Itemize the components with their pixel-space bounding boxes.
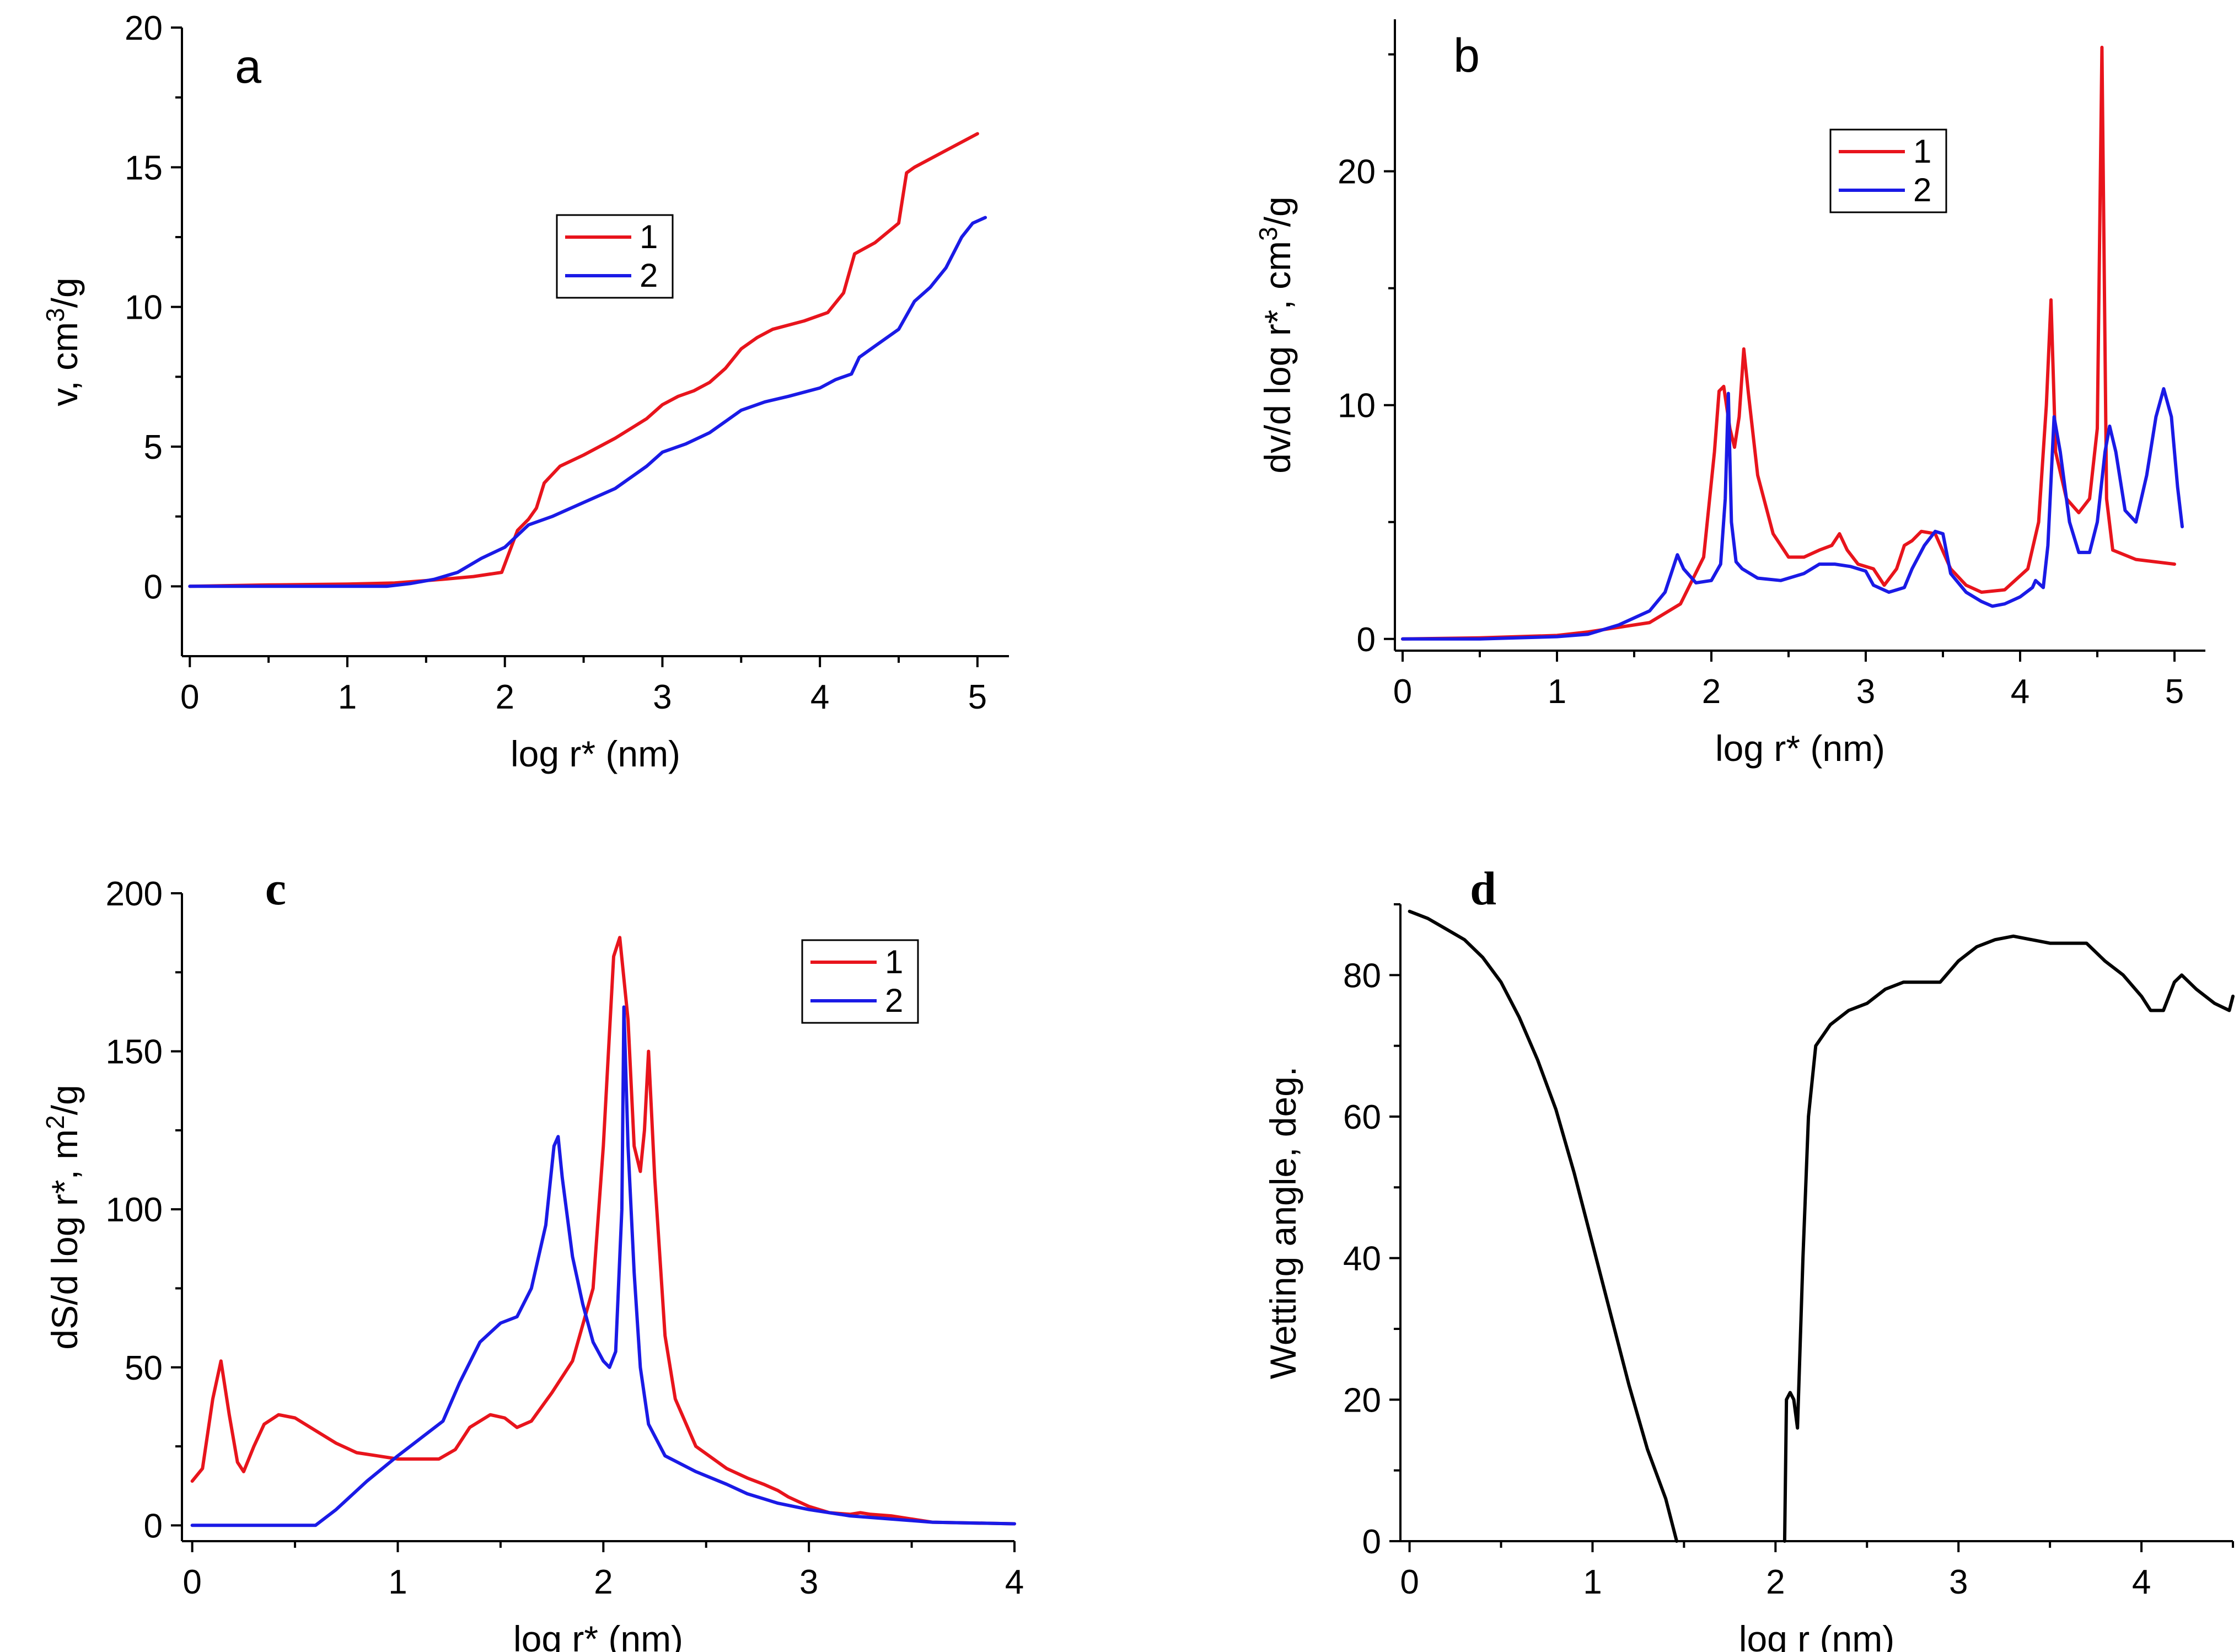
y-axis-title: v, cm3/g	[41, 277, 85, 406]
legend-box	[1829, 128, 1947, 213]
y-tick-label: 150	[106, 1033, 163, 1071]
y-axis-title: dS/d log r*, m2/g	[41, 1085, 85, 1349]
x-tick-label: 0	[182, 1563, 201, 1601]
y-axis-title-superscript: 3	[41, 308, 69, 322]
y-tick-label: 5	[144, 428, 163, 466]
y-tick-label: 200	[106, 875, 163, 913]
y-tick-label: 15	[125, 149, 163, 187]
y-tick-label: 10	[1338, 387, 1376, 425]
legend-label-2: 2	[1913, 171, 1931, 208]
legend-label-2: 2	[640, 257, 658, 294]
y-tick-label: 100	[106, 1191, 163, 1229]
x-tick-label: 4	[810, 678, 829, 716]
x-tick-label: 3	[1949, 1563, 1968, 1601]
y-tick-label: 0	[144, 1507, 163, 1545]
y-axis-title-part: Wetting angle, deg.	[1263, 1066, 1303, 1380]
x-axis-title: log r* (nm)	[1715, 728, 1885, 769]
y-tick-label: 20	[125, 9, 163, 47]
series-2-line	[1401, 387, 2184, 641]
y-tick-label: 40	[1343, 1240, 1381, 1278]
panel-label: d	[1470, 862, 1496, 915]
y-axis-title-part: /g	[1257, 196, 1298, 227]
y-axis-title: dv/d log r*, cm3/g	[1254, 196, 1298, 473]
x-tick-label: 3	[653, 678, 672, 716]
x-tick-label: 2	[594, 1563, 613, 1601]
x-tick-label: 2	[1766, 1563, 1785, 1601]
x-tick-label: 4	[2011, 673, 2029, 711]
x-tick-label: 5	[968, 678, 987, 716]
y-tick-label: 50	[125, 1349, 163, 1387]
legend-label-1: 1	[885, 943, 903, 980]
x-axis-title: log r* (nm)	[513, 1618, 683, 1652]
series-2-line	[190, 1005, 1016, 1527]
y-tick-label: 60	[1343, 1098, 1381, 1136]
x-axis-title: log r (nm)	[1739, 1618, 1894, 1652]
series-right-line	[1782, 934, 2235, 1543]
legend-label-1: 1	[640, 218, 658, 255]
legend-label-2: 2	[885, 982, 903, 1019]
series-1-line	[190, 936, 1016, 1526]
x-tick-label: 3	[1856, 673, 1875, 711]
x-tick-label: 1	[1583, 1563, 1602, 1601]
y-axis-title-superscript: 3	[1254, 227, 1282, 241]
panel-label: b	[1453, 29, 1480, 82]
x-tick-label: 4	[1005, 1563, 1024, 1601]
y-axis-title-part: dv/d log r*, cm	[1257, 241, 1298, 474]
x-tick-label: 1	[1548, 673, 1566, 711]
y-tick-label: 20	[1343, 1381, 1381, 1419]
x-tick-label: 2	[1702, 673, 1721, 711]
legend-box	[556, 214, 674, 299]
y-axis-title-superscript: 2	[41, 1115, 69, 1129]
series-1-line	[188, 132, 979, 588]
y-axis-title-part: v, cm	[44, 322, 85, 406]
y-tick-label: 80	[1343, 957, 1381, 995]
y-axis-title-part: /g	[44, 1085, 85, 1115]
y-axis-title: Wetting angle, deg.	[1263, 1066, 1303, 1380]
x-tick-label: 5	[2165, 673, 2184, 711]
x-tick-label: 1	[338, 678, 357, 716]
x-axis-title: log r* (nm)	[511, 733, 680, 774]
series-2-line	[188, 216, 987, 588]
y-tick-label: 0	[144, 568, 163, 606]
y-tick-label: 20	[1338, 153, 1376, 191]
y-tick-label: 10	[125, 289, 163, 327]
x-tick-label: 0	[1400, 1563, 1419, 1601]
y-axis-title-part: /g	[44, 277, 85, 308]
legend-box	[801, 939, 919, 1024]
x-tick-label: 2	[495, 678, 514, 716]
legend-label-1: 1	[1913, 133, 1931, 170]
series-left-line	[1408, 909, 1679, 1543]
x-tick-label: 0	[180, 678, 199, 716]
x-tick-label: 3	[799, 1563, 818, 1601]
y-tick-label: 0	[1357, 621, 1376, 659]
y-axis-title-part: dS/d log r*, m	[44, 1129, 85, 1350]
panel-label: c	[265, 862, 286, 915]
series-1-line	[1401, 45, 2176, 641]
x-tick-label: 0	[1393, 673, 1412, 711]
panel-label: a	[235, 40, 261, 93]
x-tick-label: 4	[2132, 1563, 2151, 1601]
y-tick-label: 0	[1362, 1523, 1381, 1561]
x-tick-label: 1	[388, 1563, 407, 1601]
